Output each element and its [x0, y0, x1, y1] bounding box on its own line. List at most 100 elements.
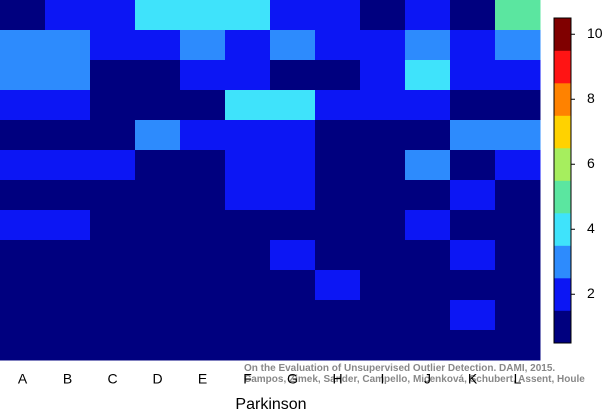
x-tick-label: L: [514, 371, 522, 387]
heatmap-cell: [270, 150, 316, 181]
x-tick-label: F: [243, 371, 252, 387]
heatmap-cell: [270, 60, 316, 91]
heatmap-cell: [315, 210, 361, 241]
x-tick-label: A: [18, 371, 28, 387]
heatmap-cell: [135, 30, 181, 61]
heatmap-cell: [360, 90, 406, 121]
heatmap-cell: [315, 120, 361, 151]
heatmap-cell: [0, 60, 46, 91]
heatmap-cell: [270, 90, 316, 121]
heatmap-cell: [135, 90, 181, 121]
heatmap-cell: [360, 180, 406, 211]
heatmap-cell: [90, 180, 136, 211]
heatmap-cell: [495, 300, 541, 331]
heatmap-cell: [315, 150, 361, 181]
colorbar-segment: [554, 83, 571, 116]
heatmap-cell: [450, 330, 496, 361]
heatmap-cell: [135, 0, 181, 31]
heatmap-cell: [90, 330, 136, 361]
heatmap-cell: [315, 90, 361, 121]
heatmap-cell: [450, 120, 496, 151]
heatmap-cell: [405, 120, 451, 151]
heatmap-cell: [495, 0, 541, 31]
heatmap-cell: [360, 210, 406, 241]
heatmap-cell: [315, 240, 361, 271]
heatmap-cell: [450, 210, 496, 241]
heatmap-cell: [450, 180, 496, 211]
heatmap-cell: [405, 0, 451, 31]
heatmap-cell: [315, 0, 361, 31]
heatmap-cell: [225, 60, 271, 91]
colorbar-segment: [554, 213, 571, 246]
x-tick-label: J: [424, 371, 431, 387]
heatmap-cell: [450, 240, 496, 271]
heatmap-cell: [135, 60, 181, 91]
heatmap-cell: [0, 0, 46, 31]
colorbar-segment: [554, 278, 571, 311]
heatmap-cell: [90, 150, 136, 181]
heatmap-cell: [450, 270, 496, 301]
heatmap-cell: [45, 210, 91, 241]
heatmap-cell: [45, 330, 91, 361]
x-tick-label: D: [152, 371, 162, 387]
heatmap-cell: [270, 300, 316, 331]
colorbar-segment: [554, 18, 571, 51]
annotation: Campos, Zimek, Sander, Campello, Micenko…: [244, 374, 585, 385]
heatmap-cell: [495, 240, 541, 271]
heatmap-cell: [225, 150, 271, 181]
heatmap-cell: [180, 240, 226, 271]
x-tick-label: I: [381, 371, 385, 387]
heatmap-cell: [225, 210, 271, 241]
x-tick-label: E: [198, 371, 207, 387]
heatmap-cell: [135, 270, 181, 301]
heatmap-cell: [315, 30, 361, 61]
x-tick-label: B: [63, 371, 72, 387]
heatmap-cell: [135, 300, 181, 331]
heatmap-cell: [270, 0, 316, 31]
heatmap-cell: [90, 60, 136, 91]
heatmap-cell: [225, 120, 271, 151]
heatmap-cell: [270, 330, 316, 361]
heatmap-cell: [225, 330, 271, 361]
heatmap-cell: [180, 180, 226, 211]
heatmap-cell: [270, 240, 316, 271]
heatmap-cell: [450, 300, 496, 331]
heatmap-cell: [45, 180, 91, 211]
heatmap-cell: [450, 30, 496, 61]
heatmap-cell: [270, 180, 316, 211]
heatmap-cell: [360, 120, 406, 151]
heatmap-cell: [180, 330, 226, 361]
heatmap-cell: [495, 270, 541, 301]
heatmap-cell: [180, 150, 226, 181]
x-tick-label: C: [107, 371, 117, 387]
heatmap-cell: [45, 60, 91, 91]
colorbar-segment: [554, 115, 571, 149]
heatmap-cell: [180, 60, 226, 91]
heatmap-cell: [225, 0, 271, 31]
heatmap-cell: [0, 300, 46, 331]
heatmap-cell: [180, 120, 226, 151]
heatmap-cell: [90, 90, 136, 121]
heatmap-cell: [45, 90, 91, 121]
heatmap-cell: [225, 270, 271, 301]
heatmap-cell: [360, 330, 406, 361]
heatmap-cell: [180, 300, 226, 331]
colorbar-frame: [553, 17, 572, 344]
heatmap-cell: [495, 30, 541, 61]
heatmap-cell: [90, 210, 136, 241]
heatmap-cell: [450, 60, 496, 91]
heatmap-cell: [45, 300, 91, 331]
heatmap-cell: [405, 150, 451, 181]
heatmap-cell: [135, 240, 181, 271]
colorbar-tick-label: 6: [587, 155, 595, 171]
heatmap-cell: [90, 270, 136, 301]
heatmap-cell: [360, 30, 406, 61]
x-tick-label: G: [287, 371, 298, 387]
heatmap-cell: [180, 270, 226, 301]
heatmap-cell: [45, 120, 91, 151]
colorbar-tick-label: 10: [587, 25, 603, 41]
colorbar-tick-label: 2: [587, 285, 595, 301]
heatmap-cell: [315, 330, 361, 361]
heatmap-cell: [135, 120, 181, 151]
